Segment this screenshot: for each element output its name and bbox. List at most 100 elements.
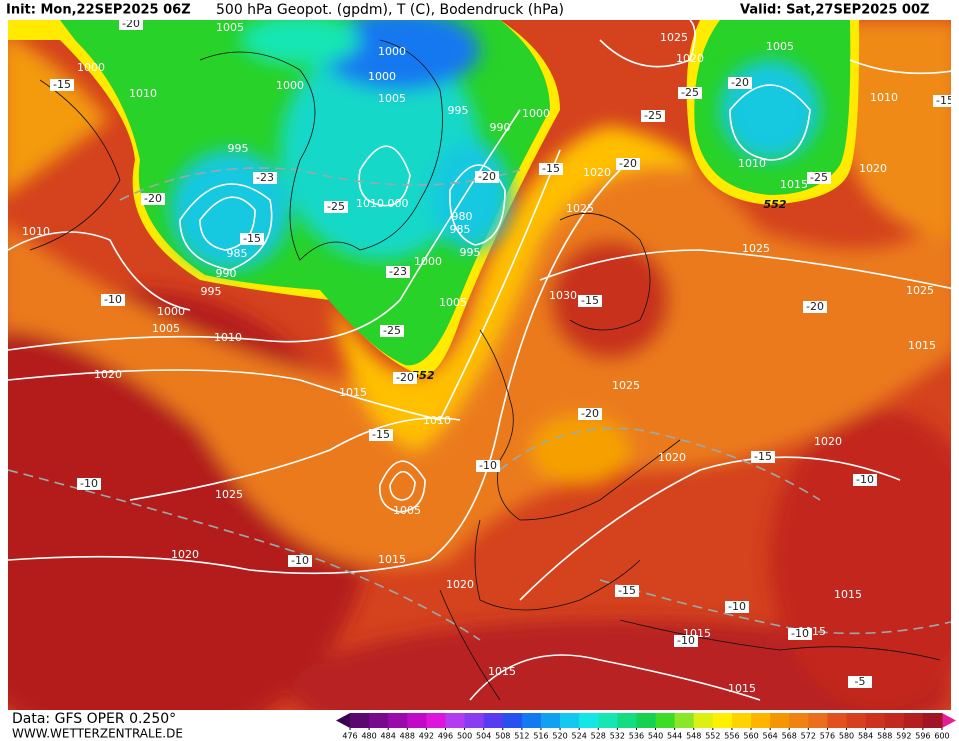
color-tick-label: 600	[934, 732, 949, 741]
color-tick-label: 576	[820, 732, 835, 741]
isobar-label: 985	[227, 247, 248, 260]
color-tick-label: 596	[915, 732, 930, 741]
color-tick-label: 512	[514, 732, 529, 741]
temperature-label-box	[728, 77, 752, 89]
isobar-label: 1020	[171, 548, 199, 561]
isobar-label: 1005	[216, 21, 244, 34]
isobar-label: 1020	[814, 435, 842, 448]
color-swatch	[502, 713, 523, 728]
temperature-label-box	[578, 295, 602, 307]
isobar-label: 1000	[522, 107, 550, 120]
isobar-label: 990	[490, 121, 511, 134]
color-tick-label: 580	[839, 732, 854, 741]
color-tick-label: 484	[381, 732, 396, 741]
isobar-label: 1015	[339, 386, 367, 399]
temperature-label-box	[853, 474, 877, 486]
color-swatch	[579, 713, 599, 728]
temperature-label: -15	[372, 428, 390, 441]
temperature-label-box	[240, 233, 264, 245]
color-swatch	[350, 713, 370, 728]
temperature-label: -15	[542, 162, 560, 175]
color-tick-label: 496	[438, 732, 453, 741]
website: WWW.WETTERZENTRALE.DE	[12, 727, 183, 741]
color-tick-label: 488	[400, 732, 415, 741]
isobar-label: 1025	[742, 242, 770, 255]
temperature-label: -20	[619, 157, 637, 170]
color-tick-label: 544	[667, 732, 682, 741]
isobar-label: 1020	[583, 166, 611, 179]
color-tick-label: 536	[629, 732, 644, 741]
isobar-label: 000	[388, 197, 409, 210]
temperature-label: -10	[856, 473, 874, 486]
color-tick-label: 588	[877, 732, 892, 741]
color-swatch	[407, 713, 427, 728]
isobar-label: 1005	[152, 322, 180, 335]
isobar-label: 1025	[215, 488, 243, 501]
init-time: Init: Mon,22SEP2025 06Z	[6, 3, 191, 18]
temperature-label: -20	[731, 76, 749, 89]
color-swatch	[693, 713, 714, 728]
geopotential-label: 552	[764, 198, 787, 211]
map-labels: 1005 1000 1010 1000 1000 1000 1005 995 9…	[22, 21, 936, 695]
color-tick-label: 572	[801, 732, 816, 741]
color-tick-label: 504	[476, 732, 491, 741]
color-tick-label: 532	[610, 732, 625, 741]
color-tick-label: 548	[686, 732, 701, 741]
color-swatch	[426, 713, 446, 728]
color-scale: 476 480 484 488 492 496 500 504 508 512 516 520 524 5…	[336, 713, 956, 741]
isobar-label: 1005	[393, 504, 421, 517]
temperature-label: -20	[144, 192, 162, 205]
temperature-label: -20	[396, 371, 414, 384]
isobar-label: 1000	[157, 305, 185, 318]
temperature-label: -10	[80, 477, 98, 490]
temperature-label-box	[725, 601, 749, 613]
isobar-label: 1015	[834, 588, 862, 601]
isobar-label: 995	[201, 285, 222, 298]
color-swatch	[712, 713, 733, 728]
temperature-label: -15	[618, 584, 636, 597]
color-scale-arrow-low	[336, 713, 350, 728]
temperature-label-box	[848, 676, 872, 688]
temperature-label: -25	[810, 171, 828, 184]
temperature-label: -25	[681, 86, 699, 99]
isobar-label: 1010	[129, 87, 157, 100]
temperature-label-box	[119, 20, 143, 30]
color-swatch	[445, 713, 466, 728]
color-tick-label: 508	[495, 732, 510, 741]
color-swatch	[464, 713, 485, 728]
isobar-label: 1015	[780, 178, 808, 191]
isobar-label: 1025	[660, 31, 688, 44]
color-swatch	[674, 713, 695, 728]
temperature-lines	[8, 167, 951, 641]
temperature-label-box	[641, 110, 665, 122]
temperature-label: -25	[327, 200, 345, 213]
isobar-label: 1010	[738, 157, 766, 170]
color-tick-label: 584	[858, 732, 873, 741]
isobar-label: 1005	[378, 92, 406, 105]
isobar-label: 1020	[658, 451, 686, 464]
color-tick-label: 476	[342, 732, 357, 741]
isobar-label: 1025	[906, 284, 934, 297]
temperature-label: -10	[479, 459, 497, 472]
temperature-label: -10	[291, 554, 309, 567]
isobar-label: 1000	[368, 70, 396, 83]
temperature-label-box	[616, 158, 640, 170]
temperature-label: -5	[855, 675, 866, 688]
isobar-label: 1010	[870, 91, 898, 104]
isobar-label: 990	[216, 267, 237, 280]
color-tick-label: 564	[762, 732, 777, 741]
temperature-labels: -20 -15 -20 -23 -15 -25 -20 -15 -20 -25 -25 -20 -25 -…	[50, 20, 951, 688]
color-swatch	[483, 713, 504, 728]
geopotential-label: 552	[412, 369, 435, 382]
temperature-label: -10	[728, 600, 746, 613]
color-swatch	[808, 713, 828, 728]
isobar-label: 1015	[908, 339, 936, 352]
temperature-label-box	[674, 635, 698, 647]
isobars	[8, 20, 951, 701]
data-source: Data: GFS OPER 0.250°	[12, 711, 176, 727]
temperature-label: -25	[644, 109, 662, 122]
temperature-label: -23	[389, 265, 407, 278]
isobar-label: 1000	[414, 255, 442, 268]
temperature-label-box	[807, 172, 831, 184]
isobar-label: 995	[228, 142, 249, 155]
